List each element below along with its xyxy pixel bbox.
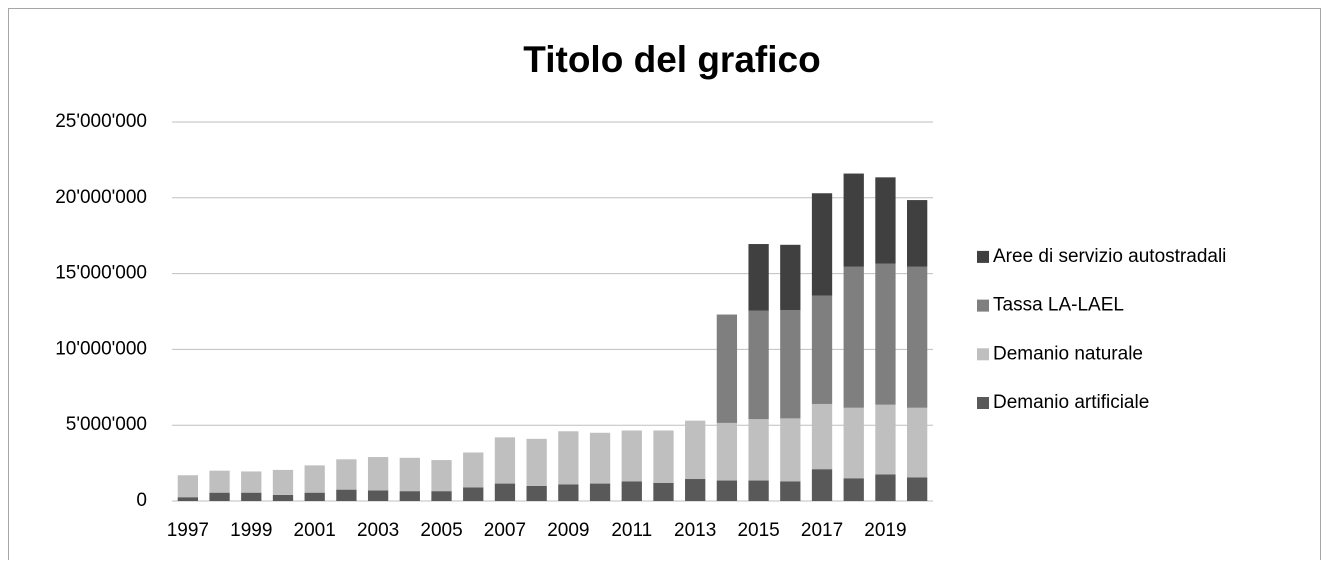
x-tick-label: 2001 xyxy=(294,520,336,541)
bar-segment xyxy=(843,478,864,501)
bar-segment xyxy=(906,407,928,478)
bar-segment xyxy=(716,480,738,501)
bar-segment xyxy=(589,432,611,484)
bar-segment xyxy=(685,479,706,501)
bar-segment xyxy=(463,487,484,501)
y-tick-label: 5'000'000 xyxy=(66,414,147,435)
x-tick-label: 2013 xyxy=(674,520,716,541)
bar-segment xyxy=(843,173,864,267)
bar-segment xyxy=(494,437,516,484)
bar-segment xyxy=(399,491,420,501)
bar-segment xyxy=(209,470,230,493)
bar-segment xyxy=(336,459,357,490)
bar-segment xyxy=(780,244,801,310)
bar-segment xyxy=(399,457,420,492)
x-tick-label: 2015 xyxy=(737,520,779,541)
bar-segment xyxy=(811,469,833,501)
bar-segment xyxy=(304,492,325,501)
bar-segment xyxy=(653,482,674,501)
bar-segment xyxy=(811,193,833,296)
bar-segment xyxy=(716,314,738,423)
x-tick-label: 2009 xyxy=(547,520,589,541)
y-tick-label: 20'000'000 xyxy=(55,187,147,208)
x-tick-label: 2017 xyxy=(801,520,843,541)
bar-segment xyxy=(906,200,928,267)
legend-swatch xyxy=(977,348,989,361)
x-tick-label: 2011 xyxy=(611,520,652,541)
bar-segment xyxy=(177,497,199,501)
bar-segment xyxy=(748,480,769,501)
bar-segment xyxy=(589,483,611,501)
bar-segment xyxy=(241,492,262,501)
bar-segment xyxy=(748,244,769,311)
bar-segment xyxy=(526,485,547,501)
bar-segment xyxy=(843,407,864,479)
legend-label: Demanio naturale xyxy=(993,343,1143,364)
bar-segment xyxy=(875,263,896,405)
x-tick-label: 2007 xyxy=(484,520,526,541)
bar-segment xyxy=(906,477,928,501)
bar-segment xyxy=(558,484,579,501)
bar-segment xyxy=(843,266,864,408)
bar-segment xyxy=(463,452,484,488)
x-tick-label: 2005 xyxy=(420,520,462,541)
y-tick-label: 15'000'000 xyxy=(55,263,147,284)
bar-segment xyxy=(304,465,325,493)
y-tick-label: 25'000'000 xyxy=(55,111,147,132)
bar-segment xyxy=(780,481,801,501)
bar-segment xyxy=(621,481,642,501)
bar-segment xyxy=(811,403,833,470)
bar-segment xyxy=(494,483,516,501)
legend-label: Tassa LA-LAEL xyxy=(993,295,1124,316)
chart-border xyxy=(8,8,1321,565)
x-tick-label: 2019 xyxy=(864,520,906,541)
bar-segment xyxy=(906,266,928,408)
legend-label: Demanio artificiale xyxy=(993,392,1149,413)
bar-segment xyxy=(336,489,357,501)
bar-segment xyxy=(367,490,389,501)
legend-swatch xyxy=(977,250,989,263)
bar-segment xyxy=(621,430,642,482)
x-tick-label: 1999 xyxy=(230,520,272,541)
y-tick-label: 10'000'000 xyxy=(55,338,147,359)
bar-segment xyxy=(780,309,801,419)
x-tick-label: 2003 xyxy=(357,520,399,541)
bar-segment xyxy=(875,404,896,475)
bar-segment xyxy=(780,418,801,482)
bar-segment xyxy=(431,460,452,492)
y-tick-label: 0 xyxy=(136,490,147,511)
bar-segment xyxy=(209,492,230,501)
bar-segment xyxy=(716,422,738,481)
bar-segment xyxy=(272,494,294,501)
bar-segment xyxy=(685,420,706,480)
legend-swatch xyxy=(977,299,989,312)
bar-segment xyxy=(653,430,674,483)
chart-title: Titolo del grafico xyxy=(523,39,820,80)
legend-swatch xyxy=(977,397,989,409)
legend-label: Aree di servizio autostradali xyxy=(993,246,1226,267)
bar-segment xyxy=(748,310,769,420)
bar-segment xyxy=(558,431,579,485)
bar-segment xyxy=(367,457,389,491)
bar-segment xyxy=(272,469,294,495)
bar-segment xyxy=(177,475,199,498)
bar-segment xyxy=(526,438,547,486)
bar-segment xyxy=(875,177,896,264)
x-tick-label: 1997 xyxy=(167,520,209,541)
bar-segment xyxy=(811,295,833,404)
bar-segment xyxy=(241,471,262,493)
bar-segment xyxy=(431,491,452,501)
bar-segment xyxy=(748,419,769,481)
bar-segment xyxy=(875,474,896,501)
